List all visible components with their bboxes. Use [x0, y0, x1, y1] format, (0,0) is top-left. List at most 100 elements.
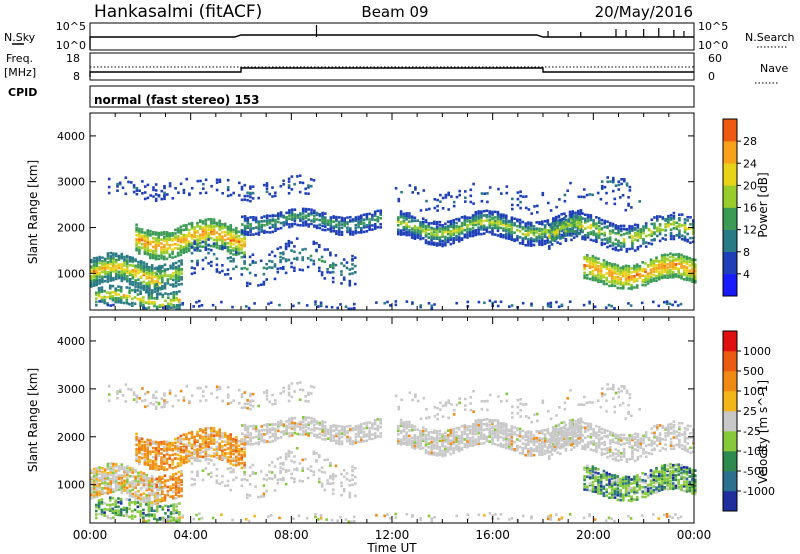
power-cell: [218, 228, 221, 231]
power-cell: [235, 226, 238, 230]
power-cell: [535, 237, 538, 241]
power-cell: [527, 221, 530, 224]
velocity-cell: [348, 495, 352, 499]
power-cell: [421, 220, 425, 224]
power-cell: [680, 257, 683, 261]
power-cell: [299, 214, 302, 217]
power-cell: [169, 283, 172, 287]
power-cell: [114, 299, 117, 302]
power-cell: [174, 255, 177, 259]
power-cell: [416, 226, 419, 230]
power-cell: [678, 233, 681, 236]
power-cell: [168, 244, 172, 247]
velocity-cell: [397, 439, 400, 443]
velocity-cell: [449, 431, 453, 435]
power-cell: [570, 221, 573, 225]
velocity-cell: [315, 422, 319, 425]
velocity-cell: [226, 484, 230, 487]
power-cell: [154, 252, 158, 255]
power-cell: [218, 236, 221, 239]
power-cell: [117, 297, 120, 300]
power-cell: [655, 270, 658, 274]
power-cell: [271, 219, 275, 223]
velocity-cell: [282, 430, 286, 433]
power-cell: [628, 224, 631, 228]
power-cell: [284, 247, 288, 251]
velocity-cell: [218, 443, 221, 447]
velocity-cell: [157, 442, 160, 446]
velocity-cell: [114, 471, 118, 475]
power-cell: [611, 229, 615, 232]
power-cell: [671, 253, 675, 256]
power-cell: [627, 277, 631, 281]
velocity-cell: [419, 429, 422, 433]
power-cell: [644, 283, 647, 287]
velocity-cell: [131, 488, 135, 492]
velocity-cell: [452, 427, 455, 431]
velocity-cell: [354, 494, 357, 498]
velocity-cell: [114, 503, 117, 506]
velocity-cell: [215, 440, 219, 444]
power-cell: [577, 195, 581, 199]
power-cell: [413, 229, 417, 232]
power-cell: [538, 243, 541, 246]
velocity-cell: [229, 453, 232, 456]
velocity-cell: [92, 485, 96, 489]
power-cell: [452, 241, 455, 245]
velocity-cell: [337, 429, 341, 433]
power-cell: [332, 229, 335, 233]
power-cell: [620, 224, 623, 228]
power-cell: [348, 279, 352, 283]
power-cell: [351, 219, 355, 223]
power-cell: [160, 197, 164, 201]
power-cell: [243, 255, 246, 259]
velocity-cell: [399, 441, 403, 444]
power-cell: [430, 226, 433, 230]
power-cell: [530, 212, 533, 215]
velocity-cell: [287, 452, 291, 455]
power-cell: [240, 273, 244, 276]
velocity-cell: [163, 466, 166, 469]
power-cell: [491, 233, 494, 236]
velocity-cell: [318, 477, 321, 481]
power-cell: [151, 231, 155, 234]
power-cell: [482, 214, 486, 217]
power-cell: [128, 280, 132, 283]
power-cell: [588, 300, 591, 304]
power-cell: [660, 273, 664, 276]
power-cell: [613, 284, 617, 288]
power-cell: [373, 218, 377, 222]
velocity-cell: [190, 446, 194, 450]
power-cell: [342, 276, 346, 280]
power-cell: [433, 220, 436, 224]
power-cell: [232, 242, 235, 246]
velocity-cell: [298, 479, 302, 483]
velocity-cell: [143, 458, 147, 462]
power-cell: [161, 285, 164, 288]
power-cell: [578, 213, 582, 216]
power-cell: [215, 231, 219, 234]
power-cell: [315, 226, 319, 230]
velocity-cell: [449, 448, 453, 451]
power-cell: [90, 258, 93, 262]
velocity-cell: [262, 492, 266, 496]
velocity-cell: [108, 496, 112, 499]
power-cell: [685, 270, 689, 273]
velocity-cell: [446, 442, 450, 445]
power-cell: [95, 279, 99, 282]
power-cell: [323, 277, 327, 280]
power-cell: [644, 270, 647, 273]
velocity-cell: [424, 429, 428, 433]
velocity-cell: [149, 463, 152, 467]
power-cell: [430, 304, 434, 308]
velocity-cell: [354, 425, 358, 428]
power-cell: [594, 260, 597, 263]
power-cell: [691, 275, 694, 279]
power-cell: [599, 262, 603, 266]
power-cell: [678, 218, 681, 222]
power-cell: [691, 258, 694, 261]
velocity-cell: [109, 484, 112, 487]
power-cell: [265, 187, 269, 190]
velocity-cell: [410, 424, 414, 427]
power-cell: [613, 279, 617, 282]
